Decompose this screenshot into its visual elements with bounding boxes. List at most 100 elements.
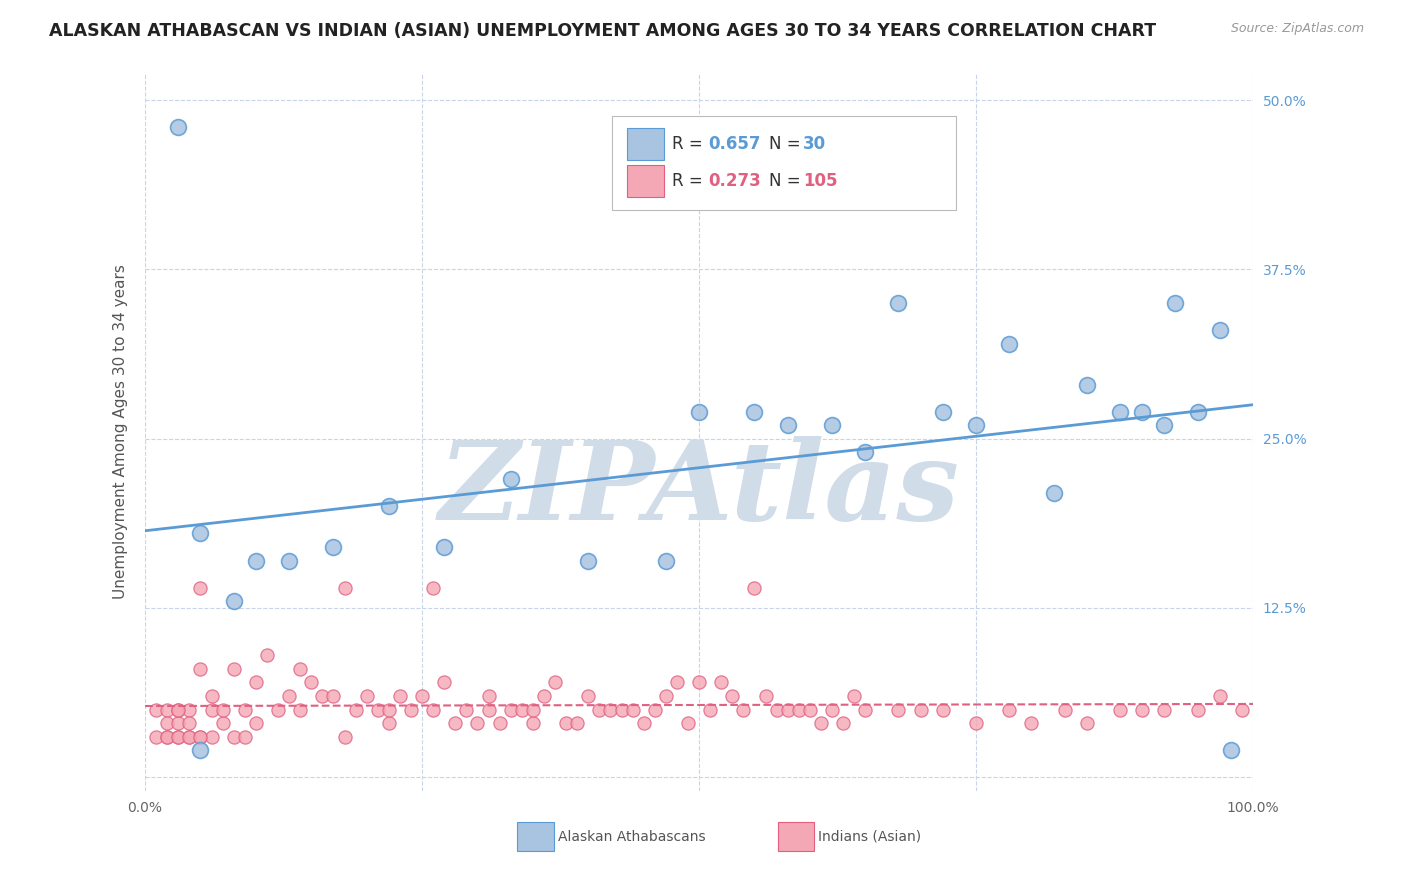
Point [167, 716, 190, 731]
Text: 0.273: 0.273 [709, 172, 762, 190]
Point [721, 689, 744, 703]
Point [378, 500, 401, 514]
Point [167, 120, 190, 135]
Point [744, 404, 766, 418]
Point [378, 716, 401, 731]
Point [1153, 702, 1175, 716]
Point [1130, 702, 1153, 716]
Point [821, 702, 844, 716]
Point [156, 716, 179, 731]
Point [222, 730, 245, 744]
Point [1130, 404, 1153, 418]
Point [910, 702, 932, 716]
Point [156, 702, 179, 716]
Point [267, 702, 290, 716]
Point [1187, 702, 1209, 716]
Point [799, 702, 821, 716]
Point [1076, 716, 1098, 731]
Point [179, 716, 201, 731]
Point [222, 594, 245, 608]
Point [544, 675, 567, 690]
Text: 105: 105 [803, 172, 838, 190]
Text: Alaskan Athabascans: Alaskan Athabascans [558, 830, 706, 844]
Point [190, 526, 212, 541]
Point [733, 702, 755, 716]
Point [1153, 418, 1175, 433]
Point [533, 689, 555, 703]
Point [290, 662, 312, 676]
Point [844, 689, 866, 703]
Point [233, 702, 256, 716]
Point [344, 702, 367, 716]
Point [190, 730, 212, 744]
Point [179, 730, 201, 744]
Point [621, 702, 644, 716]
Point [676, 716, 699, 731]
Point [1042, 486, 1064, 500]
Point [1219, 743, 1241, 757]
Point [222, 662, 245, 676]
Point [522, 716, 544, 731]
Point [167, 730, 190, 744]
Point [1230, 702, 1253, 716]
Point [145, 730, 167, 744]
Point [311, 689, 333, 703]
Point [211, 716, 233, 731]
Text: Source: ZipAtlas.com: Source: ZipAtlas.com [1230, 22, 1364, 36]
Point [433, 675, 456, 690]
Point [179, 702, 201, 716]
Point [1164, 296, 1187, 310]
Point [1076, 377, 1098, 392]
Point [821, 418, 844, 433]
Point [245, 553, 267, 567]
Point [810, 716, 832, 731]
Point [477, 702, 499, 716]
Point [200, 730, 222, 744]
Point [787, 702, 810, 716]
Text: 0.657: 0.657 [709, 135, 761, 153]
Point [710, 675, 733, 690]
Point [322, 689, 344, 703]
Point [356, 689, 378, 703]
Point [744, 581, 766, 595]
Point [776, 418, 799, 433]
Point [998, 337, 1021, 351]
Point [588, 702, 610, 716]
Point [633, 716, 655, 731]
Point [853, 702, 876, 716]
Point [555, 716, 578, 731]
Text: N =: N = [769, 135, 806, 153]
Point [644, 702, 666, 716]
Point [1109, 702, 1132, 716]
Point [190, 662, 212, 676]
Text: Indians (Asian): Indians (Asian) [818, 830, 921, 844]
Point [411, 689, 433, 703]
Point [467, 716, 489, 731]
Point [576, 553, 599, 567]
Point [610, 702, 633, 716]
Point [333, 730, 356, 744]
Point [167, 702, 190, 716]
Point [367, 702, 389, 716]
Point [688, 404, 710, 418]
Point [399, 702, 422, 716]
Point [965, 716, 987, 731]
Point [245, 716, 267, 731]
Point [887, 702, 910, 716]
Point [499, 472, 522, 486]
Point [1187, 404, 1209, 418]
Text: N =: N = [769, 172, 806, 190]
Point [567, 716, 589, 731]
Text: R =: R = [672, 135, 709, 153]
Point [200, 689, 222, 703]
Point [932, 404, 955, 418]
Point [754, 689, 776, 703]
Point [211, 702, 233, 716]
Point [190, 730, 212, 744]
Point [477, 689, 499, 703]
Point [599, 702, 621, 716]
Point [1021, 716, 1043, 731]
Point [433, 540, 456, 554]
Point [190, 743, 212, 757]
Text: ZIPAtlas: ZIPAtlas [439, 435, 959, 543]
